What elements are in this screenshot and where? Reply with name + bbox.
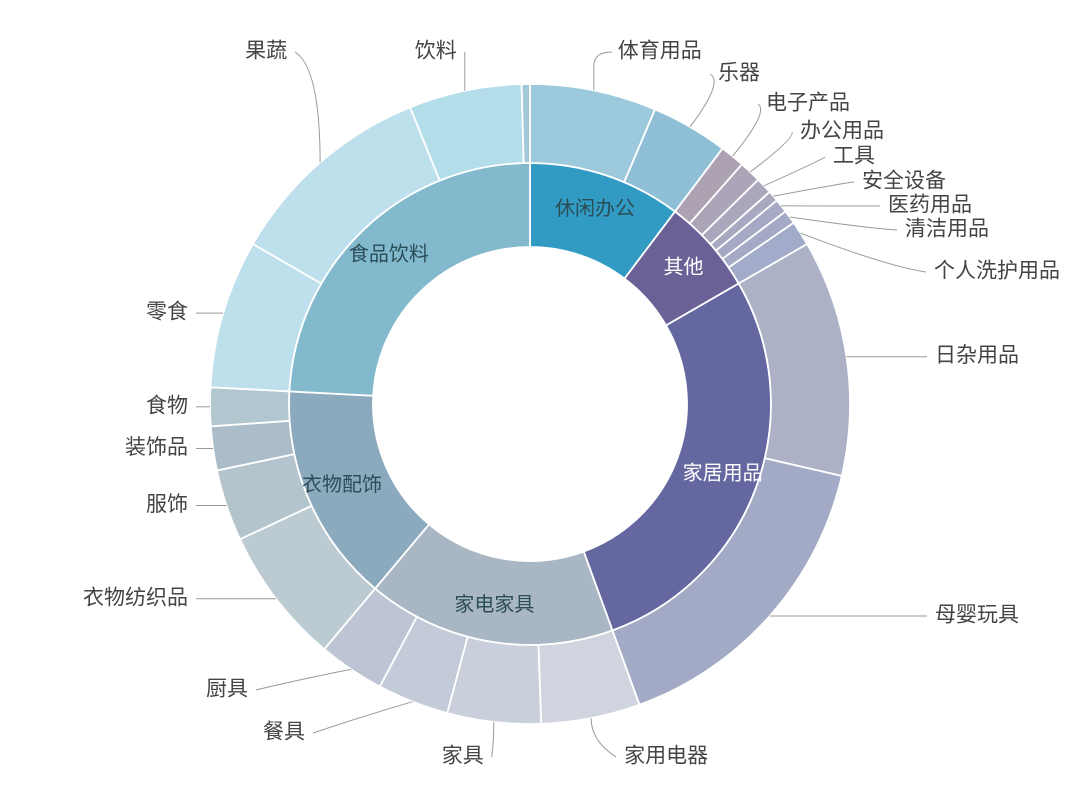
svg-text:家具: 家具: [442, 745, 484, 768]
svg-text:办公用品: 办公用品: [800, 120, 884, 143]
svg-text:乐器: 乐器: [718, 62, 760, 85]
svg-text:医药用品: 医药用品: [888, 194, 972, 217]
svg-text:工具: 工具: [833, 145, 875, 168]
svg-text:母婴玩具: 母婴玩具: [935, 604, 1019, 627]
svg-text:日杂用品: 日杂用品: [935, 344, 1019, 367]
svg-text:食品饮料: 食品饮料: [349, 243, 429, 266]
svg-text:家电家具: 家电家具: [454, 593, 534, 616]
svg-text:服饰: 服饰: [146, 493, 188, 516]
svg-text:体育用品: 体育用品: [618, 40, 702, 63]
svg-text:其他: 其他: [664, 255, 704, 278]
svg-text:家居用品: 家居用品: [683, 461, 763, 484]
svg-text:餐具: 餐具: [263, 721, 305, 744]
svg-text:装饰品: 装饰品: [125, 436, 188, 459]
svg-text:家用电器: 家用电器: [624, 745, 708, 768]
svg-text:清洁用品: 清洁用品: [905, 218, 989, 241]
svg-text:休闲办公: 休闲办公: [555, 197, 635, 220]
svg-text:零食: 零食: [146, 301, 188, 324]
svg-text:饮料: 饮料: [415, 40, 457, 63]
svg-text:衣物配饰: 衣物配饰: [302, 473, 382, 496]
svg-text:安全设备: 安全设备: [862, 170, 946, 193]
svg-text:衣物纺织品: 衣物纺织品: [83, 586, 188, 609]
svg-text:食物: 食物: [146, 394, 188, 417]
svg-text:电子产品: 电子产品: [766, 92, 850, 115]
svg-text:厨具: 厨具: [206, 678, 248, 701]
svg-text:果蔬: 果蔬: [245, 40, 287, 63]
svg-text:个人洗护用品: 个人洗护用品: [934, 260, 1060, 283]
